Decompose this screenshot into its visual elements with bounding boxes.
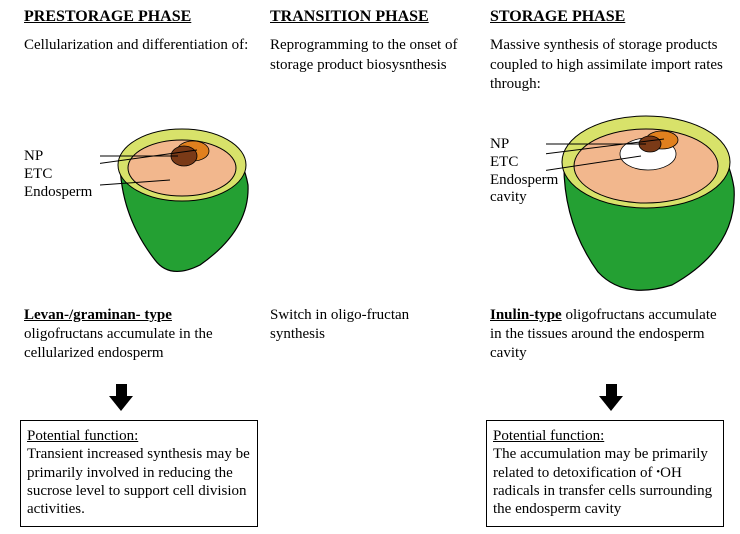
prestorage-phase-title: PRESTORAGE PHASE (24, 8, 254, 26)
storage-oligofructan-lead: Inulin-type (490, 307, 562, 323)
transition-switch-text: Switch in oligo-fructan synthesis (270, 306, 440, 344)
prestorage-arrow-down-icon (110, 384, 132, 412)
prestorage-oligofructan-rest: oligofructans accumulate in the cellular… (24, 326, 213, 361)
storage-label-etc: ETC (490, 154, 518, 171)
prestorage-label-np: NP (24, 148, 43, 165)
prestorage-label-endosperm: Endosperm (24, 184, 92, 201)
storage-phase-title: STORAGE PHASE (490, 8, 725, 26)
prestorage-function-text: Transient increased synthesis may be pri… (27, 446, 250, 517)
storage-seed-icon (546, 100, 740, 300)
prestorage-seed-icon (100, 110, 260, 280)
storage-function-box: Potential function: The accumulation may… (486, 420, 724, 527)
transition-phase-title: TRANSITION PHASE (270, 8, 470, 26)
prestorage-phase-desc: Cellularization and differentiation of: (24, 36, 254, 56)
storage-label-np: NP (490, 136, 509, 153)
storage-oligofructan-text: Inulin-type oligofructans accumulate in … (490, 306, 720, 362)
storage-arrow-down-icon (600, 384, 622, 412)
prestorage-oligofructan-text: Levan-/graminan- type oligofructans accu… (24, 306, 234, 362)
prestorage-oligofructan-lead: Levan-/graminan- type (24, 307, 172, 323)
storage-label-endosperm-cavity: Endosperm cavity (490, 172, 570, 205)
prestorage-label-etc: ETC (24, 166, 52, 183)
prestorage-function-box: Potential function: Transient increased … (20, 420, 258, 527)
transition-phase-desc: Reprogramming to the onset of storage pr… (270, 36, 470, 75)
storage-function-title: Potential function: (493, 428, 604, 444)
storage-phase-desc: Massive synthesis of storage products co… (490, 36, 725, 95)
prestorage-function-title: Potential function: (27, 428, 138, 444)
